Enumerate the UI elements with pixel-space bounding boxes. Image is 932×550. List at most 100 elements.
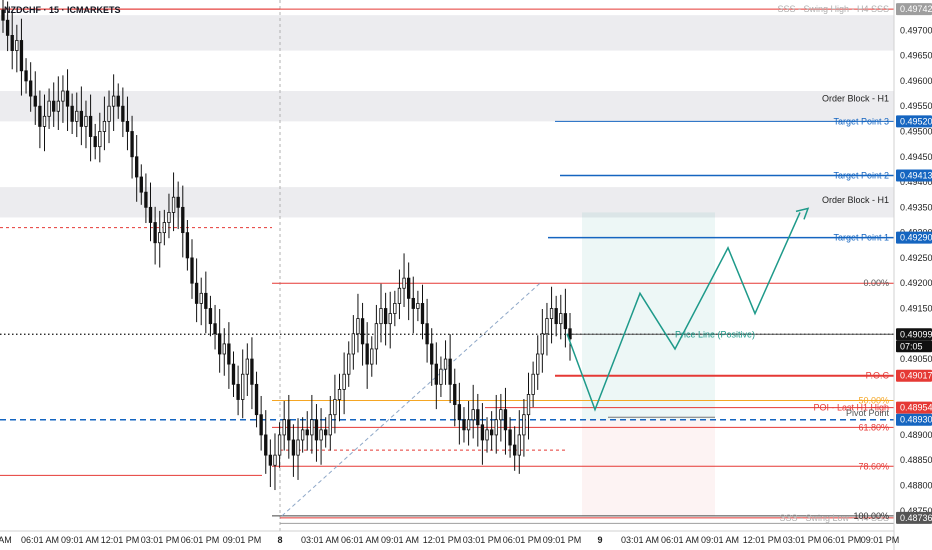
- candle-body: [282, 419, 286, 436]
- candle-body: [508, 429, 512, 446]
- projection-arrowhead: [795, 207, 810, 220]
- target-point-3-label: Target Point 3: [833, 116, 889, 126]
- price-tag: 0.49520: [900, 116, 932, 126]
- candle-body: [347, 353, 351, 375]
- profit-zone: [582, 212, 715, 420]
- candle: [310, 394, 314, 454]
- order-block-label-1: Order Block - H1: [822, 94, 889, 104]
- candle-body: [158, 232, 162, 244]
- order-block-zone-h1-lower: [0, 187, 894, 218]
- price-tick: 0.49450: [900, 152, 932, 162]
- candle-body: [499, 409, 503, 421]
- candle-body: [70, 105, 74, 122]
- fib-0-label: 0.00%: [863, 278, 889, 288]
- candle: [125, 96, 130, 151]
- candle: [116, 83, 120, 119]
- candle-body: [47, 100, 51, 117]
- candle-body: [171, 196, 176, 213]
- time-tick: 12:01 PM: [423, 535, 462, 545]
- candle-body: [153, 222, 157, 244]
- candle-body: [254, 383, 259, 416]
- candle: [300, 417, 305, 453]
- candle: [185, 219, 190, 271]
- price-tick: 0.49500: [900, 126, 932, 136]
- price-tick: 0.49600: [900, 76, 932, 86]
- candle-body: [190, 257, 194, 284]
- candle: [84, 100, 88, 149]
- order-block-zone-top: [0, 15, 894, 51]
- candle: [65, 69, 70, 131]
- candle-body: [176, 196, 180, 208]
- candle: [494, 394, 498, 454]
- candle: [181, 185, 185, 258]
- fib-786-label: 78.60%: [858, 461, 889, 471]
- candle-body: [162, 222, 167, 234]
- candle-body: [554, 308, 558, 325]
- price-tick: 0.49400: [900, 177, 932, 187]
- price-tag-bg: [896, 3, 932, 16]
- candle: [448, 334, 452, 404]
- candle-body: [88, 115, 93, 137]
- candle: [356, 293, 360, 353]
- candle-body: [148, 206, 153, 223]
- candle-body: [540, 333, 545, 355]
- candle: [526, 372, 531, 440]
- candle: [489, 411, 494, 451]
- candle: [190, 239, 194, 299]
- target-point-1-label: Target Point 1: [833, 233, 889, 243]
- candle: [171, 172, 176, 232]
- candle-body: [388, 313, 392, 325]
- candle: [370, 336, 374, 377]
- time-tick: 12:01 PM: [101, 535, 140, 545]
- candle-body: [536, 353, 540, 375]
- candle: [379, 283, 383, 343]
- price-tag: 0.49290: [900, 233, 932, 243]
- candle-body: [217, 333, 222, 355]
- price-axis[interactable]: 0.49700 0.49650 0.49600 0.49550 0.49500 0.494…: [893, 0, 932, 550]
- fib-100-label: 100.00%: [853, 511, 889, 521]
- candle: [416, 290, 420, 322]
- candle: [568, 313, 572, 361]
- candle: [277, 422, 282, 468]
- candle: [554, 295, 558, 337]
- candle: [531, 361, 535, 408]
- candle: [333, 374, 337, 434]
- candle: [222, 328, 226, 376]
- candle-body: [549, 308, 554, 320]
- candle: [393, 290, 397, 327]
- candle: [383, 292, 388, 346]
- level-labels: SSS - Swing High - H4 SSS Order Block - H…: [675, 4, 890, 523]
- candle-body: [466, 419, 471, 431]
- candle-body: [135, 156, 139, 178]
- candle-body: [568, 328, 572, 340]
- candle: [337, 373, 342, 422]
- candle: [545, 302, 549, 356]
- time-tick: 09:01 PM: [543, 535, 582, 545]
- candle: [517, 410, 521, 474]
- candle-body: [56, 100, 60, 112]
- candle: [282, 401, 286, 451]
- candle: [471, 384, 475, 439]
- time-axis[interactable]: AM 06:01 AM 09:01 AM 12:01 PM 03:01 PM 06:01 …: [0, 530, 899, 545]
- drawings: [566, 207, 810, 412]
- candle-body: [430, 343, 434, 365]
- candle-body: [213, 323, 217, 335]
- candle-body: [296, 439, 300, 456]
- candle: [296, 418, 300, 480]
- candle-body: [374, 323, 379, 350]
- candle: [5, 1, 10, 52]
- candle-body: [199, 292, 203, 304]
- price-tag-bg: [896, 413, 932, 426]
- candle-body: [522, 414, 526, 436]
- candle-body: [531, 373, 535, 395]
- candle-body: [130, 131, 134, 158]
- pivot-point-label: Pivot Point: [846, 408, 890, 418]
- candle-body: [420, 303, 425, 325]
- poc-label: P.O.C: [866, 371, 890, 381]
- order-block-zone-h1-upper: [0, 91, 894, 122]
- candle: [439, 356, 443, 397]
- candle: [10, 10, 14, 70]
- order-block-label-2: Order Block - H1: [822, 195, 889, 205]
- candle-body: [139, 176, 143, 193]
